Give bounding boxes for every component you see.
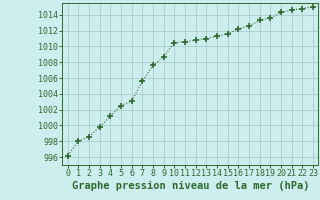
- X-axis label: Graphe pression niveau de la mer (hPa): Graphe pression niveau de la mer (hPa): [72, 181, 309, 191]
